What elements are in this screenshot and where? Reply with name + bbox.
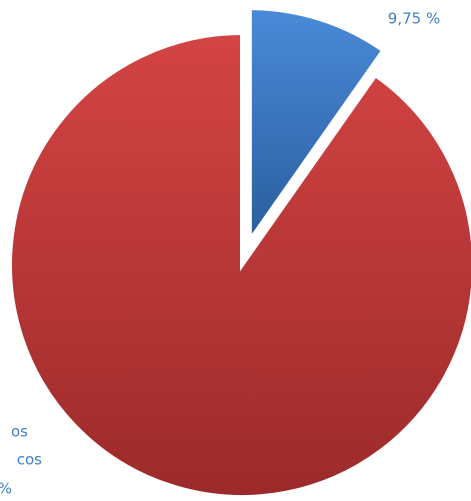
data-label: %	[0, 480, 12, 498]
data-label: cos	[17, 451, 42, 469]
data-label: os	[11, 423, 28, 441]
pie-slice	[8, 30, 471, 499]
data-label: 9,75 %	[388, 10, 440, 28]
pie-slice	[247, 6, 387, 247]
